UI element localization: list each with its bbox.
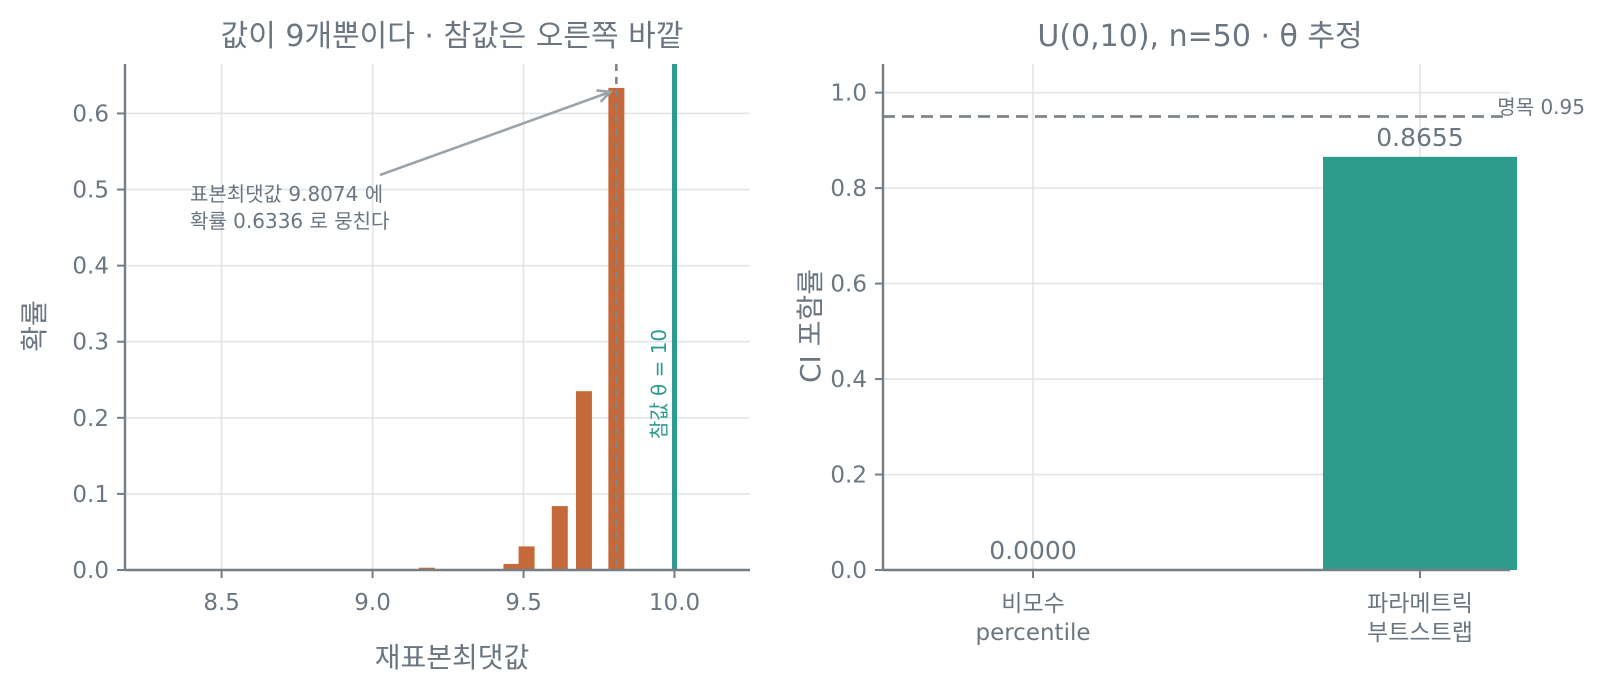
coverage-panel: U(0,10), n=50 · θ 추정 0.0000 0.8655 비모수 per… <box>794 19 1585 646</box>
coverage-y-tick-label: 0.2 <box>830 463 867 489</box>
true-value-label: 참값 θ = 10 <box>647 329 671 439</box>
histogram-bar <box>518 546 535 570</box>
histogram-bar <box>503 563 520 570</box>
coverage-bar <box>1323 156 1517 570</box>
histogram-overlays <box>379 64 678 570</box>
histogram-y-tick-label: 0.3 <box>72 330 109 356</box>
histogram-y-tick-label: 0.5 <box>72 178 109 204</box>
histogram-x-tick-label: 9.5 <box>505 590 542 616</box>
histogram-y-axis-label: 확률 <box>18 300 51 352</box>
coverage-category-label: percentile <box>975 620 1090 646</box>
nominal-level-label: 명목 0.95 <box>1497 95 1585 119</box>
coverage-category-label: 부트스트랩 <box>1367 620 1473 646</box>
histogram-axes <box>123 64 750 572</box>
annotation-line-1: 표본최댓값 9.8074 에 <box>190 182 383 206</box>
coverage-title: U(0,10), n=50 · θ 추정 <box>1037 19 1362 54</box>
coverage-bar-value-label: 0.8655 <box>1376 123 1463 152</box>
coverage-bars: 0.0000 0.8655 <box>989 123 1517 570</box>
coverage-y-tick-label: 0.4 <box>830 367 867 393</box>
annotation-arrow <box>379 90 611 177</box>
coverage-category-label: 파라메트릭 <box>1367 591 1473 617</box>
annotation-arrowhead <box>596 89 614 103</box>
histogram-bar <box>551 506 568 570</box>
histogram-x-tick-label: 9.0 <box>354 590 391 616</box>
coverage-y-tick-label: 0.0 <box>830 558 867 584</box>
coverage-y-tick-label: 1.0 <box>830 81 867 107</box>
histogram-y-tick-label: 0.6 <box>72 101 109 127</box>
histogram-x-tick-label: 8.5 <box>203 590 240 616</box>
coverage-y-tick-label: 0.6 <box>830 272 867 298</box>
histogram-bar <box>575 391 592 570</box>
coverage-bar-value-label: 0.0000 <box>989 536 1076 565</box>
histogram-y-tick-label: 0.4 <box>72 254 109 280</box>
histogram-y-tick-label: 0.2 <box>72 406 109 432</box>
annotation-line-2: 확률 0.6336 로 뭉친다 <box>190 209 389 233</box>
histogram-y-tick-label: 0.0 <box>72 558 109 584</box>
histogram-panel: 값이 9개뿐이다 · 참값은 오른쪽 바깥 8.5 9.0 9.5 10.0 0.0 0.… <box>18 19 750 674</box>
histogram-x-axis-label: 재표본최댓값 <box>375 641 530 674</box>
histogram-y-tick-label: 0.1 <box>72 482 109 508</box>
histogram-x-tick-label: 10.0 <box>649 590 700 616</box>
histogram-ticks: 8.5 9.0 9.5 10.0 0.0 0.1 0.2 0.3 0.4 0.5 0.6 <box>72 101 700 616</box>
coverage-y-axis-label: CI 포함률 <box>794 269 827 383</box>
coverage-y-tick-label: 0.8 <box>830 176 867 202</box>
coverage-category-label: 비모수 <box>1001 591 1064 617</box>
coverage-axes <box>881 64 1510 572</box>
histogram-title: 값이 9개뿐이다 · 참값은 오른쪽 바깥 <box>221 19 684 54</box>
